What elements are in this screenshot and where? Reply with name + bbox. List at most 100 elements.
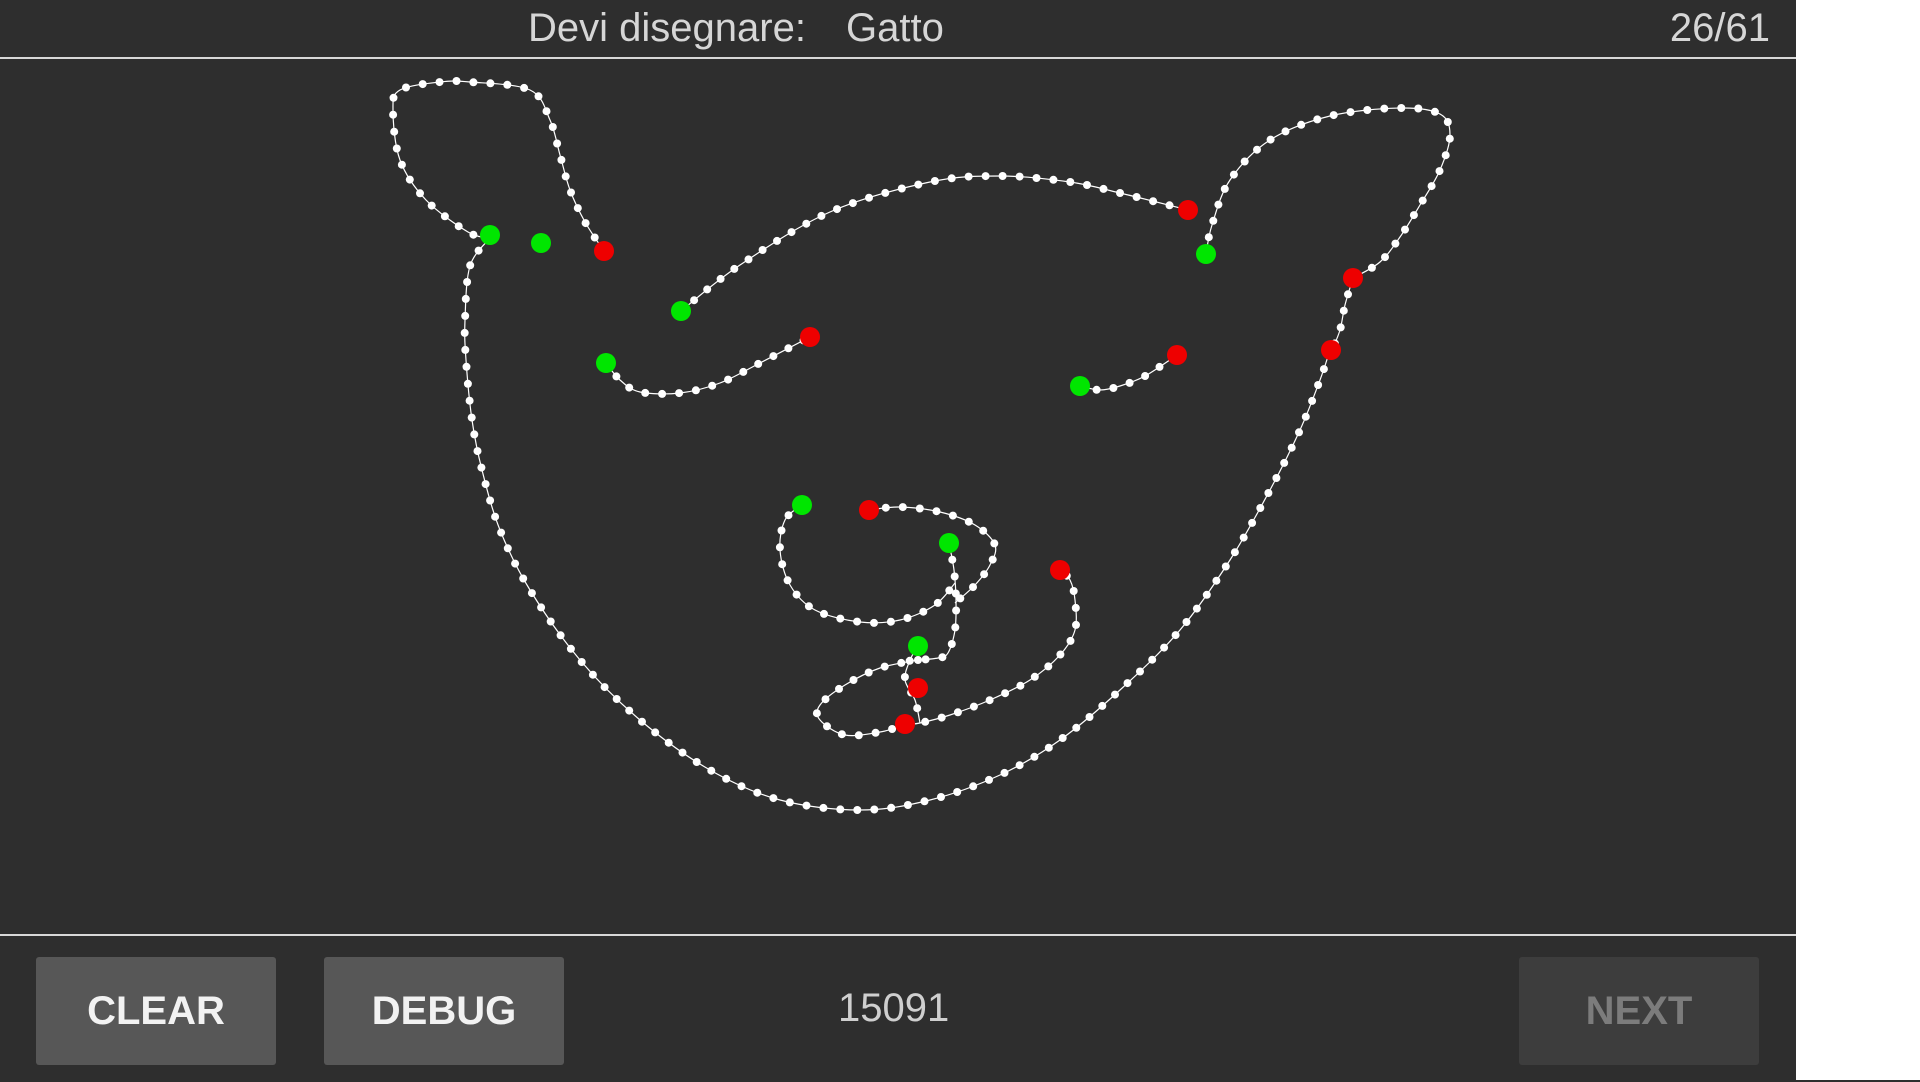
stroke-dot bbox=[1148, 655, 1157, 664]
stroke-start-marker bbox=[671, 301, 691, 321]
stroke-dot bbox=[1256, 504, 1265, 512]
stroke-dot bbox=[467, 413, 476, 422]
stroke-dot bbox=[473, 447, 482, 456]
stroke-dot bbox=[835, 684, 843, 693]
stroke-dot bbox=[1015, 172, 1024, 181]
stroke-dot bbox=[1314, 381, 1323, 389]
stroke-dot bbox=[953, 708, 962, 717]
stroke-dot bbox=[722, 774, 731, 783]
stroke-dot bbox=[469, 78, 478, 87]
stroke-dot bbox=[440, 212, 449, 221]
stroke-dot bbox=[881, 188, 890, 197]
debug-button[interactable]: DEBUG bbox=[324, 957, 564, 1065]
stroke-dot bbox=[769, 352, 778, 361]
stroke-dot bbox=[980, 570, 989, 579]
stroke-dot bbox=[566, 644, 575, 653]
stroke-dot bbox=[1329, 111, 1338, 120]
stroke-dot bbox=[1109, 384, 1118, 392]
stroke-dot bbox=[900, 673, 909, 681]
stroke-dot bbox=[461, 311, 470, 320]
stroke-dot bbox=[969, 583, 977, 592]
stroke-start-marker bbox=[531, 233, 551, 253]
stroke-dot bbox=[389, 93, 398, 102]
stroke-dot bbox=[503, 544, 512, 553]
stroke-dot bbox=[1339, 306, 1348, 315]
stroke-dot bbox=[933, 598, 942, 607]
stroke-dot bbox=[775, 543, 784, 552]
stroke-dot bbox=[744, 255, 753, 264]
stroke-dot bbox=[753, 788, 762, 797]
stroke-dot bbox=[787, 228, 796, 237]
stroke-dot bbox=[402, 83, 410, 92]
stroke-dot bbox=[1418, 196, 1427, 205]
stroke-dot bbox=[823, 722, 831, 731]
stroke-dot bbox=[1125, 378, 1134, 387]
stroke-dot bbox=[1160, 643, 1169, 652]
stroke-dot bbox=[1209, 216, 1218, 225]
stroke-dot bbox=[817, 211, 826, 220]
stroke-dot bbox=[1132, 193, 1141, 201]
stroke-dot bbox=[1381, 253, 1389, 262]
stroke-end-marker bbox=[1321, 340, 1341, 360]
stroke-dot bbox=[988, 555, 997, 564]
stroke-dot bbox=[903, 614, 912, 622]
stroke-dot bbox=[612, 372, 621, 381]
stroke-dot bbox=[1066, 636, 1075, 645]
stroke-dot bbox=[481, 480, 490, 489]
stroke-dot bbox=[1363, 106, 1372, 114]
stroke-dot bbox=[1344, 290, 1352, 299]
stroke-dot bbox=[703, 285, 712, 294]
stroke-left-eye bbox=[605, 336, 811, 395]
stroke-dot bbox=[1443, 118, 1452, 126]
stroke-dot bbox=[1414, 104, 1423, 113]
stroke-dot bbox=[678, 748, 687, 757]
stroke-dot bbox=[1071, 603, 1080, 612]
stroke-dot bbox=[981, 172, 990, 181]
stroke-dot bbox=[497, 528, 506, 537]
stroke-start-marker bbox=[596, 353, 616, 373]
stroke-dot bbox=[985, 775, 993, 784]
stroke-dot bbox=[784, 344, 793, 353]
stroke-dot bbox=[865, 193, 873, 202]
drawing-app: Devi disegnare: Gatto 26/61 CLEAR DEBUG … bbox=[0, 6, 1796, 1065]
stroke-dot bbox=[527, 589, 536, 598]
stroke-dot bbox=[950, 572, 959, 581]
stroke-dot bbox=[964, 172, 973, 181]
stroke-start-marker bbox=[480, 225, 500, 245]
stroke-dot bbox=[1212, 576, 1221, 585]
clear-button[interactable]: CLEAR bbox=[36, 957, 276, 1065]
stroke-dot bbox=[921, 717, 930, 726]
stroke-dot bbox=[888, 725, 897, 733]
stroke-dot bbox=[537, 603, 546, 612]
stroke-dot bbox=[1116, 189, 1124, 197]
progress-counter: 26/61 bbox=[1669, 6, 1770, 50]
stroke-start-marker bbox=[939, 533, 959, 553]
stroke-end-marker bbox=[908, 678, 928, 698]
stroke-dot bbox=[870, 618, 878, 627]
stroke-dot bbox=[1346, 108, 1355, 117]
stroke-dot bbox=[625, 706, 634, 715]
stroke-dot bbox=[405, 175, 414, 184]
stroke-dot bbox=[1441, 151, 1450, 160]
stroke-dot bbox=[1367, 263, 1376, 272]
drawing-canvas[interactable] bbox=[0, 59, 1796, 935]
stroke-dot bbox=[577, 658, 586, 666]
stroke-dot bbox=[690, 296, 699, 305]
stroke-dot bbox=[783, 576, 792, 585]
stroke-dot bbox=[947, 640, 956, 648]
stroke-dot bbox=[1000, 768, 1009, 777]
prompt-word: Gatto bbox=[846, 6, 944, 50]
stroke-dot bbox=[556, 631, 565, 640]
stroke-dot bbox=[1264, 489, 1273, 497]
stroke-right-ear bbox=[1205, 107, 1451, 279]
stroke-dot bbox=[1248, 518, 1257, 527]
stroke-dot bbox=[461, 294, 470, 303]
stroke-dot bbox=[1056, 650, 1065, 659]
stroke-dot bbox=[853, 617, 862, 626]
stroke-dot bbox=[773, 236, 781, 245]
stroke-dot bbox=[864, 668, 873, 677]
stroke-dot bbox=[848, 199, 857, 208]
prompt-label: Devi disegnare: bbox=[528, 6, 806, 50]
stroke-dot bbox=[1336, 323, 1345, 332]
next-button[interactable]: NEXT bbox=[1519, 957, 1759, 1065]
